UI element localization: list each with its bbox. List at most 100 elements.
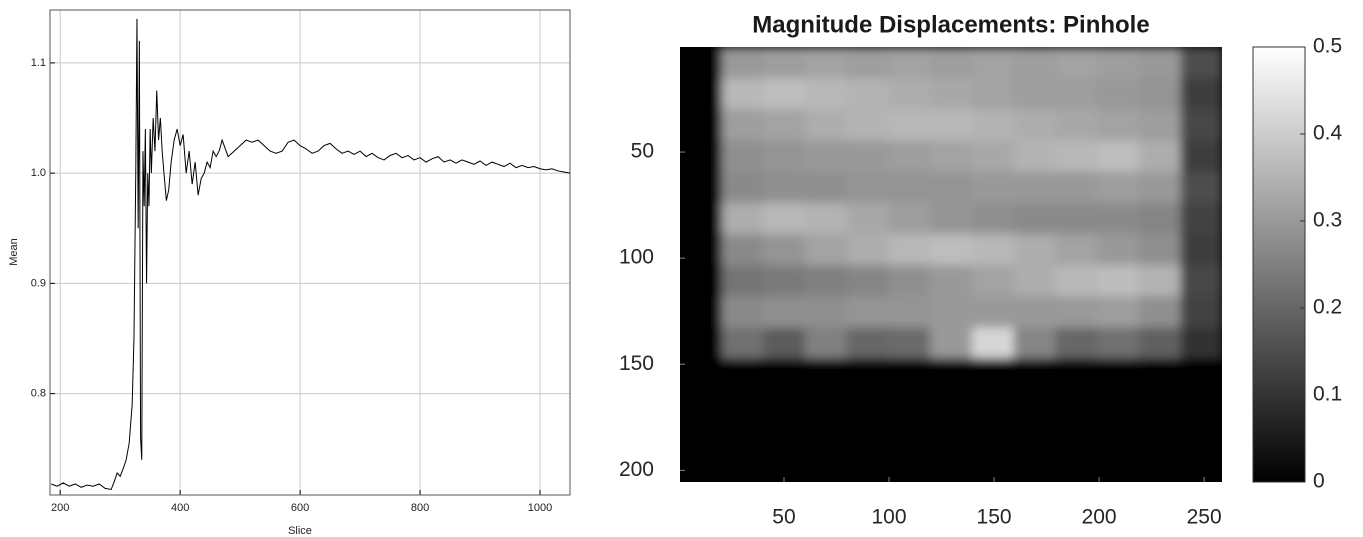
heatmap-cell	[1055, 420, 1098, 453]
heatmap-cell	[930, 327, 973, 360]
heatmap-cell	[1013, 171, 1057, 204]
heatmap-cell	[930, 78, 973, 110]
heatmap-cell	[1013, 47, 1057, 79]
heatmap-cell	[846, 296, 890, 328]
heatmap-cell	[680, 202, 723, 235]
heatmap-cell	[763, 451, 806, 482]
heatmap-cell	[971, 265, 1015, 297]
heatmap-cell	[888, 296, 931, 328]
heatmap-cell	[763, 109, 806, 141]
colorbar-tick-label: 0.1	[1313, 383, 1342, 406]
heatmap-cell	[1013, 420, 1057, 453]
heatmap-cell	[680, 451, 723, 482]
heatmap-cell	[805, 109, 848, 141]
x-tick-label: 100	[872, 506, 907, 529]
heatmap-cell	[888, 327, 931, 360]
heatmap-cell	[763, 389, 806, 422]
heatmap-cell	[888, 420, 931, 453]
heatmap-cell	[1180, 47, 1222, 79]
heatmap-cell	[1138, 171, 1182, 204]
heatmap-cell	[1055, 358, 1098, 391]
heatmap-cell	[721, 47, 765, 79]
heatmap-cell	[805, 358, 848, 391]
heatmap-cell	[680, 78, 723, 110]
y-tick-label: 1.1	[31, 57, 46, 69]
colorbar	[1252, 46, 1306, 483]
heatmap-cell	[1138, 202, 1182, 235]
heatmap-cell	[888, 358, 931, 391]
heatmap-cell	[971, 47, 1015, 79]
heatmap-cell	[888, 78, 931, 110]
heatmap-cell	[1097, 47, 1140, 79]
heatmap-cell	[1055, 109, 1098, 141]
heatmap-cell	[1138, 47, 1182, 79]
y-tick-label: 0.8	[31, 387, 46, 399]
x-tick-label: 1000	[528, 502, 552, 514]
heatmap-cell	[1138, 327, 1182, 360]
heatmap-cell	[888, 389, 931, 422]
heatmap-cell	[1138, 451, 1182, 482]
heatmap-cell	[930, 171, 973, 204]
heatmap-cell	[1055, 389, 1098, 422]
heatmap-cell	[1138, 109, 1182, 141]
heatmap-cell	[1097, 202, 1140, 235]
heatmap-cell	[1180, 358, 1222, 391]
heatmap-cell	[1180, 296, 1222, 328]
x-axis-label: Slice	[288, 525, 312, 537]
heatmap-cell	[971, 233, 1015, 266]
heatmap-cell	[805, 389, 848, 422]
heatmap-cell	[930, 47, 973, 79]
heatmap-cell	[846, 140, 890, 173]
heatmap-cell	[805, 47, 848, 79]
heatmap-cell	[1013, 202, 1057, 235]
x-tick-label: 200	[51, 502, 69, 514]
heatmap-cell	[1055, 171, 1098, 204]
heatmap-title: Magnitude Displacements: Pinhole	[752, 11, 1149, 38]
heatmap-cell	[930, 233, 973, 266]
heatmap-cell	[763, 233, 806, 266]
heatmap-cell	[846, 327, 890, 360]
heatmap-cell	[930, 265, 973, 297]
heatmap-cell	[1055, 265, 1098, 297]
heatmap-cell	[721, 109, 765, 141]
heatmap-cell	[971, 296, 1015, 328]
heatmap-cell	[846, 78, 890, 110]
heatmap-cell	[680, 233, 723, 266]
heatmap-cell	[1013, 451, 1057, 482]
heatmap-cell	[888, 202, 931, 235]
heatmap-cell	[1013, 78, 1057, 110]
heatmap-cell	[805, 327, 848, 360]
heatmap-cell	[930, 451, 973, 482]
heatmap-cell	[888, 109, 931, 141]
heatmap-cell	[1180, 265, 1222, 297]
x-tick-label: 50	[772, 506, 795, 529]
heatmap-cell	[846, 389, 890, 422]
heatmap-cell	[805, 296, 848, 328]
heatmap-cell	[721, 296, 765, 328]
heatmap-cell	[1138, 296, 1182, 328]
heatmap-cell	[930, 389, 973, 422]
heatmap-cell	[805, 202, 848, 235]
heatmap-cell	[846, 420, 890, 453]
heatmap-cell	[971, 358, 1015, 391]
heatmap-cell	[930, 202, 973, 235]
heatmap-cell	[1180, 202, 1222, 235]
heatmap-cell	[1097, 451, 1140, 482]
heatmap-cell	[721, 327, 765, 360]
heatmap-cell	[680, 327, 723, 360]
heatmap-cell	[1013, 233, 1057, 266]
heatmap-cell	[721, 202, 765, 235]
heatmap-cell	[1097, 389, 1140, 422]
heatmap-cell	[1097, 140, 1140, 173]
heatmap-cell	[721, 358, 765, 391]
heatmap-cell	[846, 171, 890, 204]
heatmap-cell	[1138, 233, 1182, 266]
heatmap-cell	[1138, 78, 1182, 110]
heatmap-cell	[846, 265, 890, 297]
heatmap-cell	[1180, 451, 1222, 482]
heatmap-cell	[888, 233, 931, 266]
heatmap-cell	[971, 78, 1015, 110]
heatmap-cell	[1180, 389, 1222, 422]
heatmap-cell	[1097, 358, 1140, 391]
